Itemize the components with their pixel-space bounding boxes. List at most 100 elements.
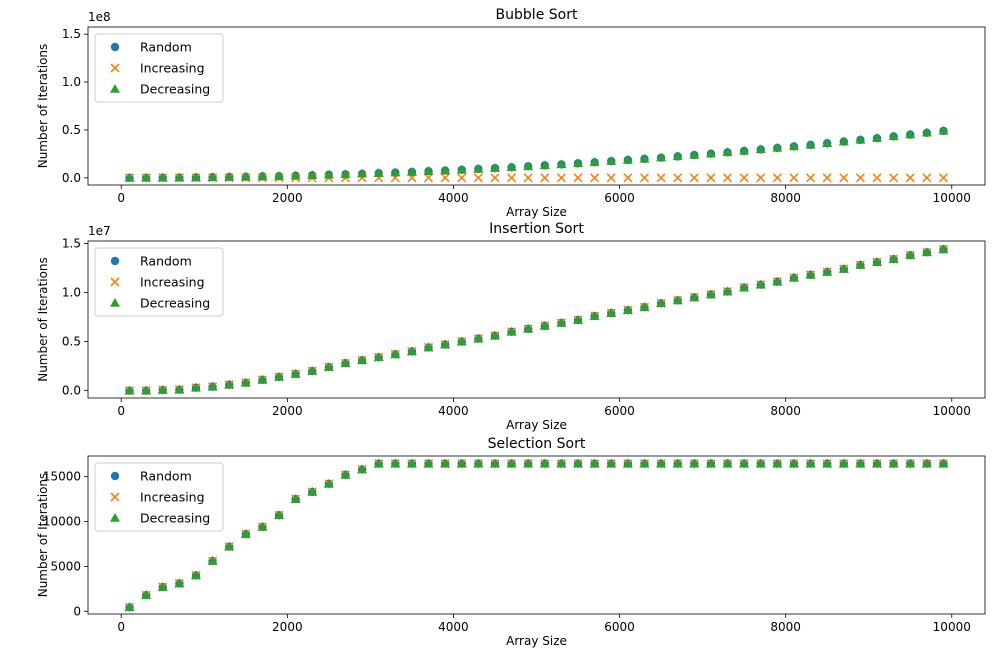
data-point [290, 170, 301, 180]
legend-marker [110, 298, 120, 307]
data-point [921, 458, 932, 468]
data-point [922, 173, 932, 183]
data-point [540, 173, 550, 183]
data-point [739, 173, 749, 183]
series-decreasing [124, 244, 949, 395]
data-point [689, 458, 700, 468]
data-point [190, 570, 201, 580]
x-tick-label: 0 [117, 404, 125, 418]
data-point [689, 150, 700, 159]
legend-item-random: Random [110, 40, 192, 55]
data-point [224, 379, 235, 389]
subplot-1: 0 2000 4000 6000 8000 10000 0.0 0.5 1.0 1.5 1e8 Bub… [36, 7, 986, 219]
data-point [673, 173, 683, 183]
subplot-3: 0 2000 4000 6000 8000 10000 0 5000 10000 15000 Sel… [36, 436, 986, 648]
legend-item-decreasing: Decreasing [110, 511, 210, 526]
data-point [473, 163, 484, 173]
data-point [323, 478, 334, 488]
legend-marker [110, 513, 120, 522]
x-axis-label: Array Size [506, 418, 567, 432]
y-tick-label: 0.0 [62, 384, 81, 398]
data-point [157, 172, 168, 182]
data-point [838, 458, 849, 468]
chart-title: Selection Sort [488, 436, 586, 452]
legend-marker [110, 84, 120, 93]
legend-item-decreasing: Decreasing [110, 82, 210, 97]
data-point [822, 138, 833, 147]
data-point [739, 145, 750, 155]
data-point [390, 167, 401, 177]
y-tick-label: 1.0 [62, 286, 81, 300]
data-point [622, 305, 633, 314]
data-point [805, 139, 816, 149]
data-point [705, 289, 716, 299]
data-point [174, 384, 185, 394]
data-point [489, 163, 500, 172]
data-point [340, 169, 351, 179]
data-point [722, 147, 733, 157]
x-tick-label: 4000 [438, 620, 469, 634]
legend-item-decreasing: Decreasing [110, 296, 210, 311]
chart-title: Bubble Sort [496, 7, 578, 23]
data-point [174, 172, 185, 182]
data-point [938, 173, 949, 183]
data-point [855, 134, 866, 144]
data-point [755, 279, 766, 289]
data-point [190, 172, 201, 182]
y-tick-label: 0 [73, 604, 81, 618]
legend: Random Increasing Decreasing [94, 462, 224, 532]
data-point [905, 458, 916, 468]
data-point [556, 173, 566, 183]
y-tick-label: 1.5 [62, 236, 81, 250]
x-tick-label: 2000 [272, 191, 303, 205]
data-point [706, 173, 716, 183]
x-tick-label: 0 [117, 191, 125, 205]
data-point [905, 173, 915, 183]
data-point [506, 326, 517, 336]
data-point [788, 272, 799, 282]
data-point [639, 458, 650, 468]
data-point [240, 171, 251, 181]
data-point [855, 458, 866, 468]
data-point [556, 458, 567, 468]
data-point [373, 458, 384, 468]
data-point [373, 352, 384, 362]
data-point [190, 382, 201, 392]
legend-item-random: Random [110, 469, 192, 484]
data-point [822, 266, 833, 276]
data-point [755, 458, 766, 468]
data-point [855, 173, 865, 183]
data-point [689, 173, 699, 183]
data-point [423, 173, 434, 183]
data-point [423, 458, 434, 468]
data-point [240, 529, 251, 538]
data-point [157, 582, 168, 591]
legend-marker [110, 492, 120, 502]
data-point [523, 458, 534, 468]
data-point [872, 257, 883, 266]
series-increasing [124, 244, 949, 396]
x-tick-label: 10000 [933, 404, 971, 418]
data-point [473, 173, 483, 183]
data-point [789, 173, 799, 183]
legend-item-increasing: Increasing [110, 275, 205, 290]
x-tick-label: 8000 [770, 620, 801, 634]
data-point [124, 602, 135, 612]
data-point [340, 469, 351, 479]
data-point [689, 292, 700, 302]
y-axis-label: Number of Iterations [36, 44, 50, 169]
data-point [141, 590, 152, 599]
data-point [257, 374, 268, 384]
data-point [772, 276, 783, 286]
x-tick-label: 6000 [604, 620, 635, 634]
data-point [938, 125, 949, 135]
x-tick-label: 4000 [438, 191, 469, 205]
x-tick-label: 4000 [438, 404, 469, 418]
data-point [872, 173, 882, 183]
data-point [921, 127, 932, 137]
data-point [772, 458, 783, 468]
x-tick-label: 8000 [770, 404, 801, 418]
legend-label: Decreasing [140, 82, 210, 97]
legend-label: Increasing [140, 275, 205, 290]
